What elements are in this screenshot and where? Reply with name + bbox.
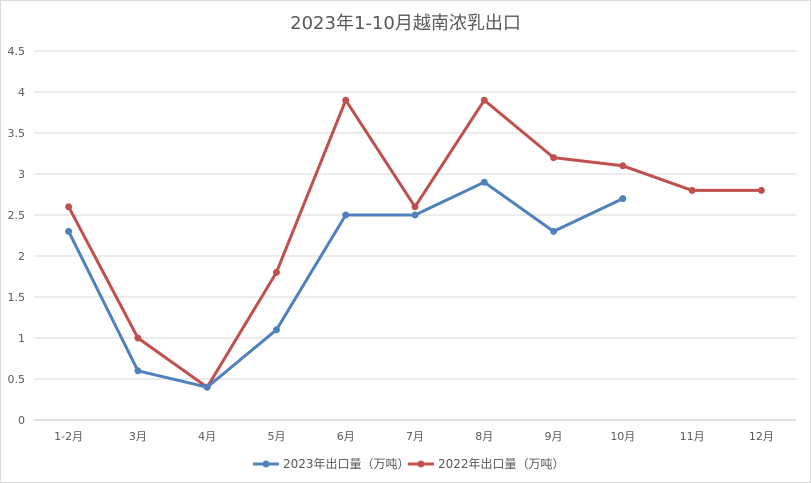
y-tick-label: 2.5 (8, 209, 26, 222)
data-point (272, 268, 280, 276)
x-tick-label: 11月 (680, 430, 705, 443)
data-point (134, 367, 142, 375)
data-point (619, 162, 627, 170)
data-point (688, 186, 696, 194)
x-tick-label: 5月 (267, 430, 285, 443)
y-tick-label: 3 (18, 168, 25, 181)
x-tick-label: 7月 (406, 430, 424, 443)
data-point (480, 178, 488, 186)
x-tick-label: 1-2月 (54, 430, 83, 443)
data-point (65, 227, 73, 235)
x-tick-label: 3月 (129, 430, 147, 443)
data-point (480, 96, 488, 104)
legend-marker (262, 460, 270, 468)
y-tick-label: 1 (18, 332, 25, 345)
data-point (342, 211, 350, 219)
legend-item: 2023年出口量（万吨） (253, 457, 410, 471)
data-point (342, 96, 350, 104)
y-tick-label: 0.5 (8, 373, 26, 386)
series-0 (65, 178, 627, 391)
data-point (550, 227, 558, 235)
legend-marker (417, 460, 425, 468)
y-tick-label: 0 (18, 414, 25, 427)
data-point (550, 154, 558, 162)
y-tick-label: 1.5 (8, 291, 26, 304)
data-point (619, 195, 627, 203)
data-point (65, 203, 73, 211)
legend-item: 2022年出口量（万吨） (408, 457, 565, 471)
series-line (67, 98, 763, 389)
data-point (203, 383, 211, 391)
x-tick-label: 12月 (749, 430, 774, 443)
x-tick-label: 9月 (545, 430, 563, 443)
y-tick-label: 4.5 (8, 45, 26, 58)
x-tick-label: 4月 (198, 430, 216, 443)
data-point (411, 211, 419, 219)
data-point (272, 326, 280, 334)
data-point (134, 334, 142, 342)
data-point (411, 203, 419, 211)
legend-label: 2023年出口量（万吨） (283, 457, 410, 471)
x-tick-label: 10月 (610, 430, 635, 443)
x-tick-label: 6月 (337, 430, 355, 443)
y-tick-label: 4 (18, 86, 25, 99)
chart-title: 2023年1-10月越南浓乳出口 (290, 13, 521, 34)
y-tick-label: 2 (18, 250, 25, 263)
series-1 (65, 96, 765, 391)
data-point (757, 186, 765, 194)
y-tick-label: 3.5 (8, 127, 26, 140)
legend-label: 2022年出口量（万吨） (438, 457, 565, 471)
x-tick-label: 8月 (475, 430, 493, 443)
